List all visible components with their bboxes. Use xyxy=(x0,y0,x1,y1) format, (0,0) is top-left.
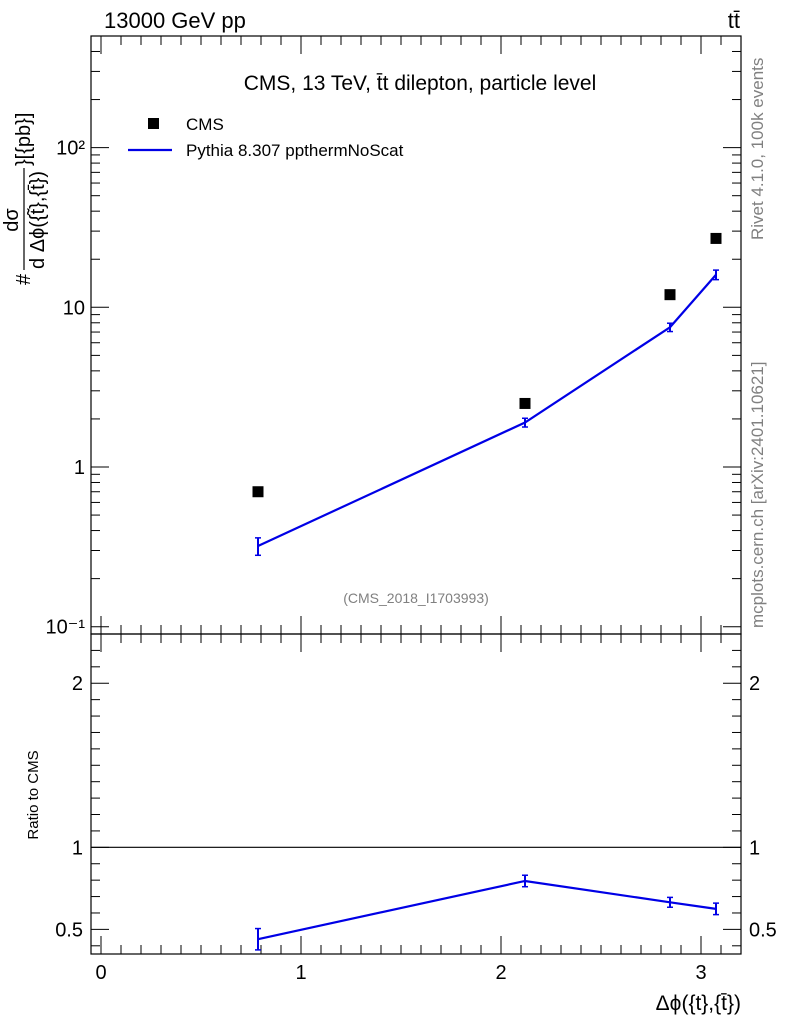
x-tick-label: 2 xyxy=(495,962,506,984)
y-tick-label: 10 xyxy=(63,297,85,319)
ratio-y-axis-label: Ratio to CMS xyxy=(25,750,42,839)
ratio-panel-frame xyxy=(90,633,742,955)
analysis-watermark: (CMS_2018_I1703993) xyxy=(343,590,489,606)
cms-data-point xyxy=(252,486,264,498)
y-label-numerator: dσ xyxy=(1,208,23,232)
ratio-y-tick-label-left: 2 xyxy=(72,673,83,695)
process-label: tt̄ xyxy=(728,8,740,33)
ratio-y-tick-label-right: 2 xyxy=(749,673,760,695)
ratio-pythia-series xyxy=(257,879,717,941)
pythia-error-bars xyxy=(255,269,719,557)
ratio-error-bars xyxy=(255,874,719,951)
ratio-y-tick-label-left: 1 xyxy=(72,837,83,859)
legend-pythia-label: Pythia 8.307 ppthermNoScat xyxy=(186,141,404,160)
ratio-y-tick-label-right: 1 xyxy=(749,837,760,859)
x-tick-label: 3 xyxy=(695,962,706,984)
cms-data-point xyxy=(664,289,676,301)
cms-data-point xyxy=(710,232,722,244)
ratio-y-tick-label-right: 0.5 xyxy=(749,919,777,941)
ratio-y-tick-label-left: 0.5 xyxy=(55,919,83,941)
x-tick-label: 0 xyxy=(95,962,106,984)
energy-label: 13000 GeV pp xyxy=(104,8,246,33)
y-tick-label: 1 xyxy=(74,457,85,479)
main-y-ticks: 10⁻¹ 1 10 10² xyxy=(46,35,741,639)
ratio-x-ticks: 0 1 2 3 xyxy=(95,634,742,984)
y-label-prefix: # xyxy=(13,273,35,285)
pythia-series xyxy=(257,273,717,548)
y-label-unit: }[{pb}] xyxy=(13,113,35,166)
rivet-version-label: Rivet 4.1.0, 100k events xyxy=(748,58,767,240)
cms-series xyxy=(252,232,722,498)
y-tick-label: 10⁻¹ xyxy=(46,617,86,639)
pythia-line xyxy=(257,273,717,548)
mcplots-label: mcplots.cern.ch [arXiv:2401.10621] xyxy=(748,362,767,628)
ratio-y-ticks: 0.5 0.5 1 1 2 2 xyxy=(55,633,777,947)
y-label-denominator: d Δϕ({t̃},{t̄}) xyxy=(26,171,49,269)
y-tick-label: 10² xyxy=(56,138,85,160)
x-axis-label: Δϕ({t},{t̄}) xyxy=(656,992,741,1015)
main-y-axis-label: # dσ d Δϕ({t̃},{t̄}) }[{pb}] xyxy=(1,113,49,285)
legend-cms-label: CMS xyxy=(186,115,224,134)
cms-data-point xyxy=(519,397,531,409)
x-tick-label: 1 xyxy=(295,962,306,984)
ratio-line xyxy=(257,879,717,941)
legend: CMS Pythia 8.307 ppthermNoScat xyxy=(128,115,404,160)
main-x-ticks xyxy=(100,36,742,634)
legend-cms-marker xyxy=(148,118,159,129)
chart-title: CMS, 13 TeV, t̄t dilepton, particle leve… xyxy=(244,72,597,95)
